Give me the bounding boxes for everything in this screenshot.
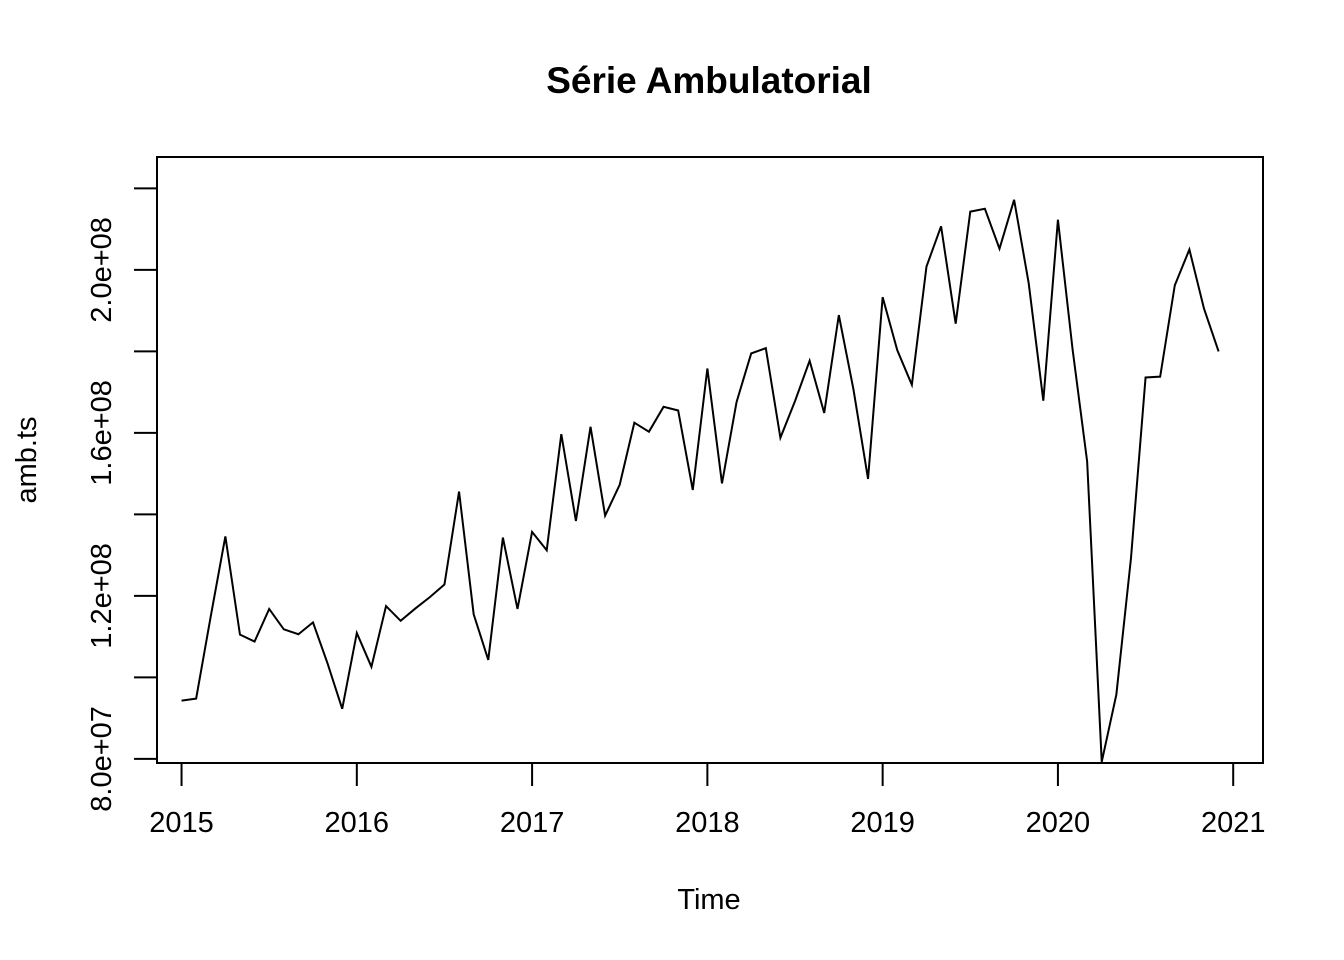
x-axis: 2015 2016 2017 2018 2019 2020 2021 [149,762,1266,839]
y-tick-label: 1.2e+08 [86,543,118,649]
x-axis-label: Time [677,884,740,916]
x-tick-label: 2017 [500,807,565,839]
y-tick-label: 8.0e+07 [86,706,118,812]
x-tick-label: 2020 [1026,807,1091,839]
y-axis: 8.0e+07 1.2e+08 1.6e+08 2.0e+08 [86,187,158,812]
chart-title: Série Ambulatorial [546,60,872,101]
x-tick-label: 2015 [149,807,214,839]
y-tick-label: 2.0e+08 [86,217,118,323]
x-tick-label: 2021 [1201,807,1266,839]
x-tick-label: 2016 [325,807,390,839]
x-tick-label: 2018 [675,807,740,839]
series-line-amb-ts [181,199,1220,762]
x-tick-label: 2019 [850,807,915,839]
y-axis-label: amb.ts [11,416,43,503]
y-tick-label: 1.6e+08 [86,380,118,486]
